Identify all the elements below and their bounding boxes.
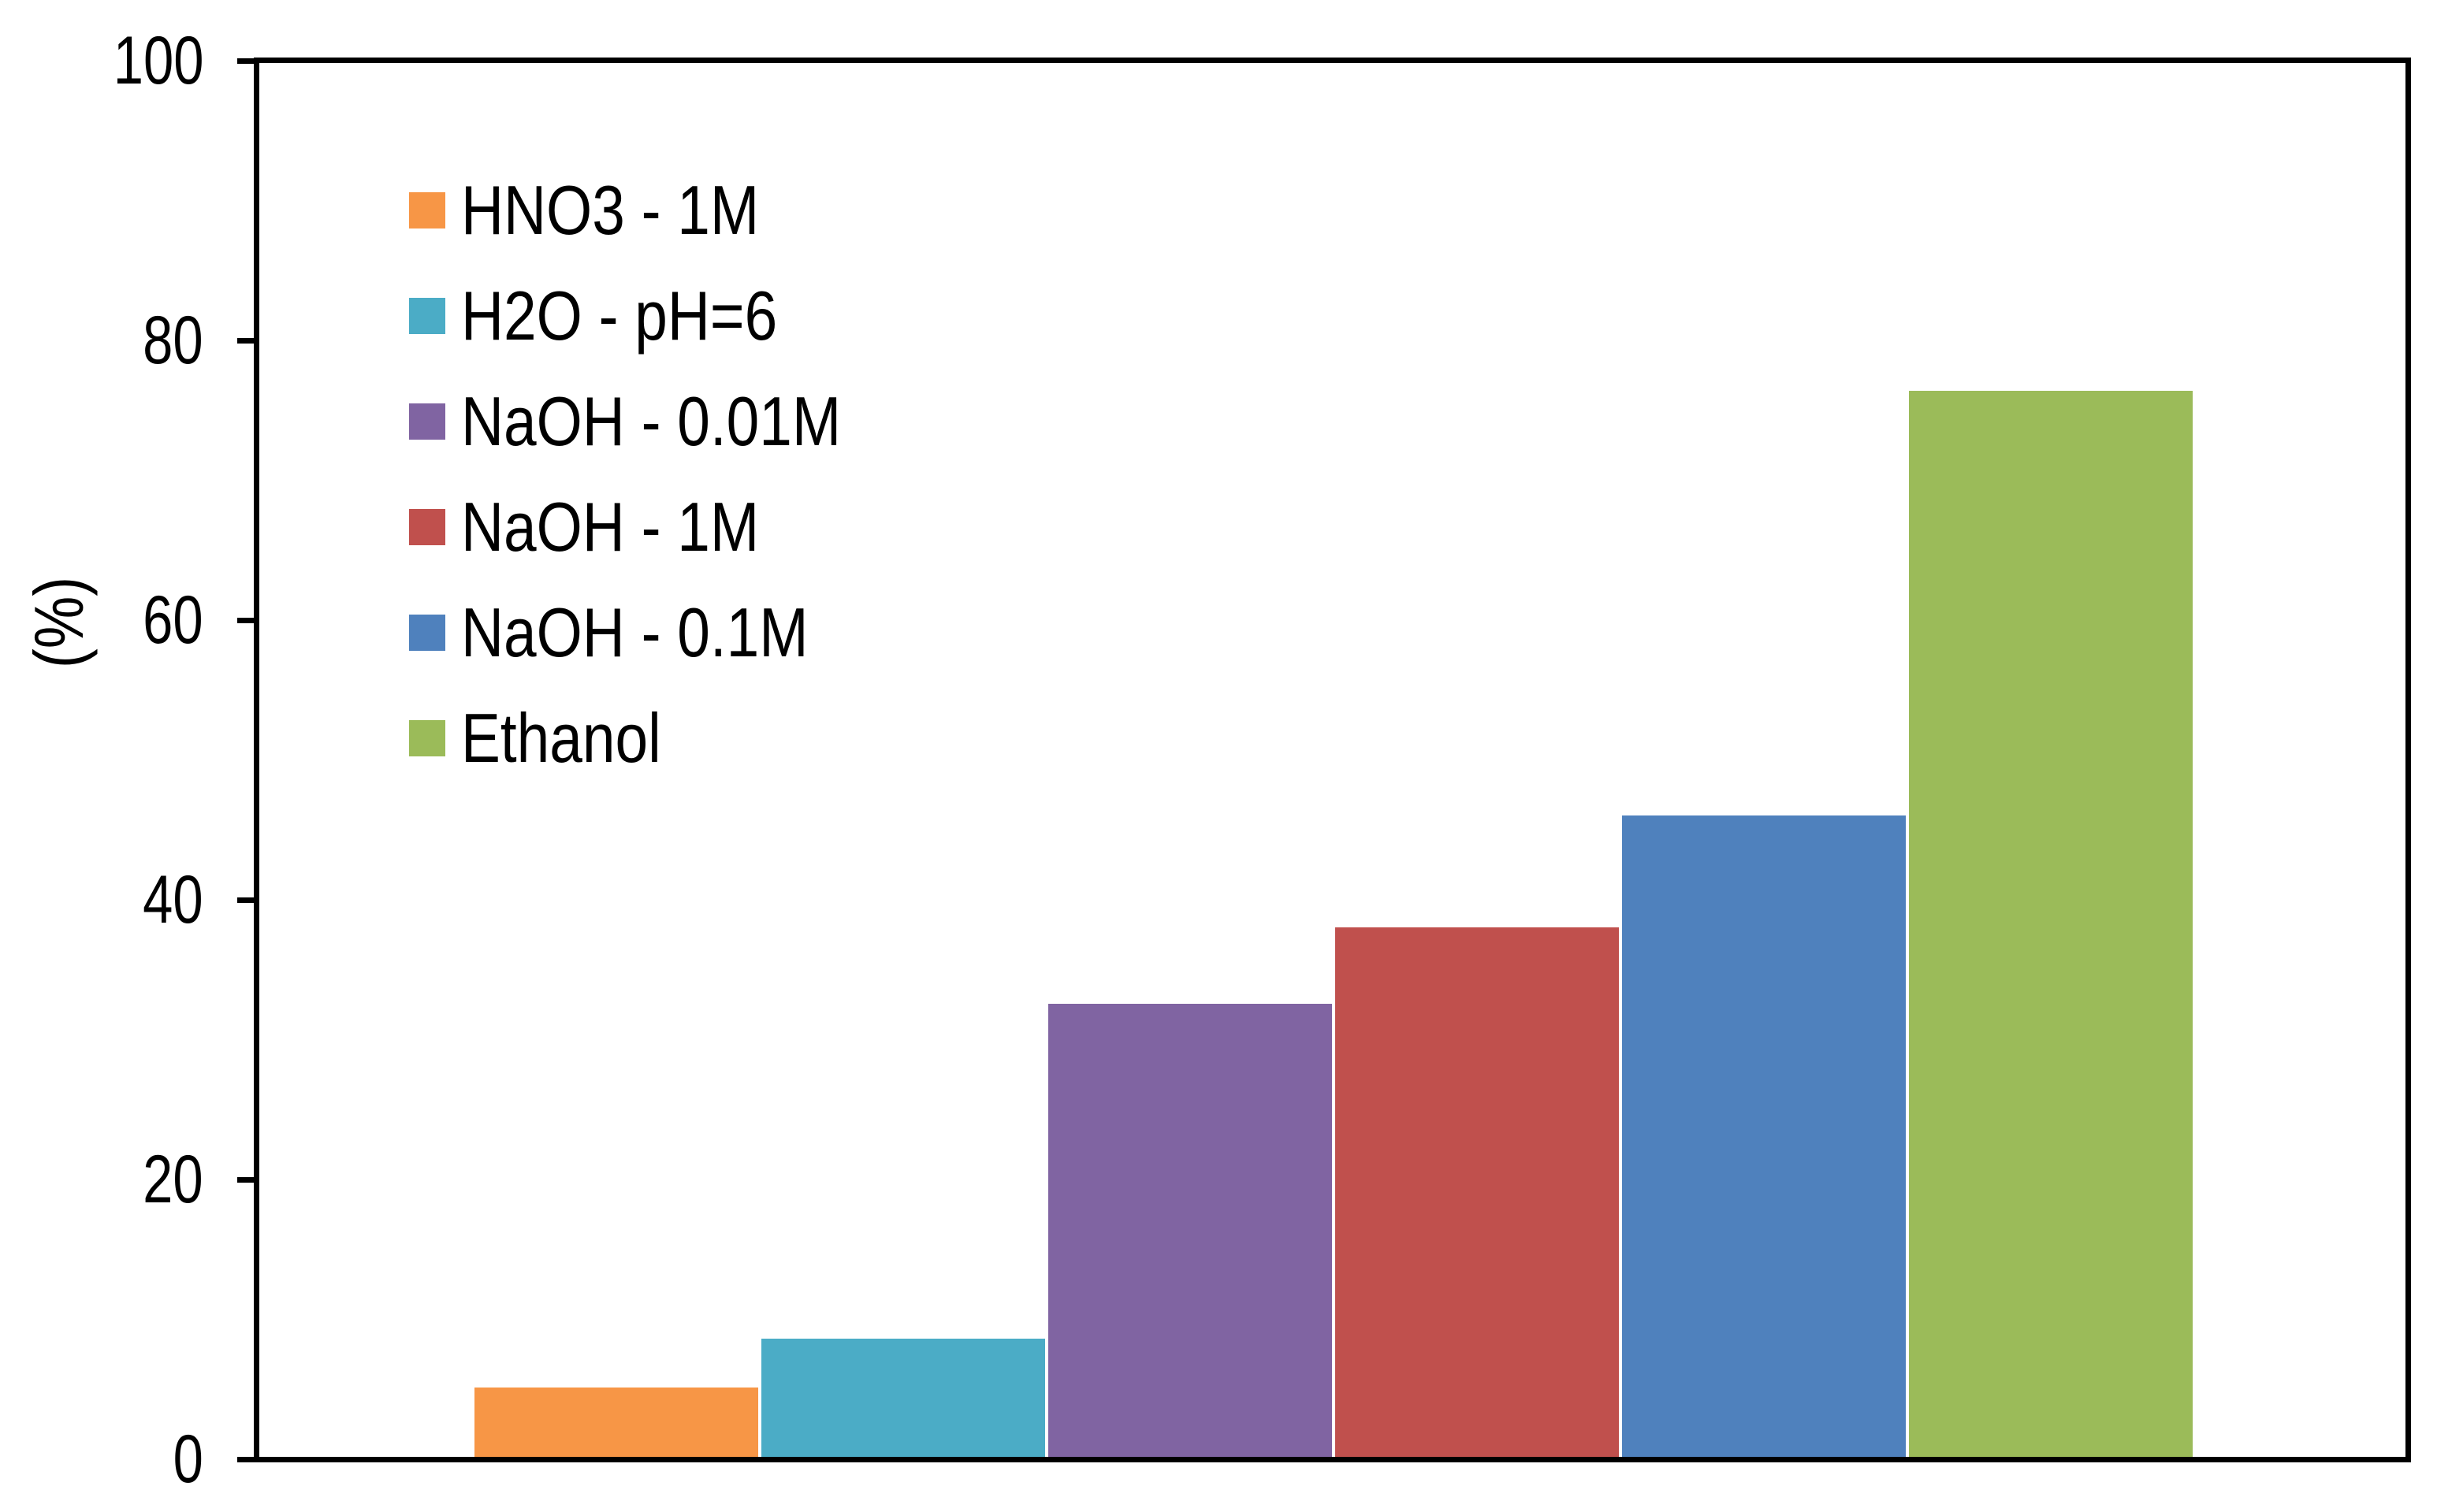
legend-swatch-naoh-0-01m bbox=[409, 403, 445, 440]
legend-item-ethanol: Ethanol bbox=[409, 700, 908, 776]
y-tick-label-100: 100 bbox=[113, 23, 203, 98]
y-tick-label-60: 60 bbox=[143, 582, 203, 658]
legend-label-hno3-1m: HNO3 - 1M bbox=[461, 170, 760, 249]
y-tick-label-20: 20 bbox=[143, 1142, 203, 1217]
y-tick-label-40: 40 bbox=[143, 862, 203, 938]
bar-h2o-ph-6 bbox=[760, 1338, 1047, 1457]
legend-swatch-hno3-1m bbox=[409, 191, 445, 228]
bar-naoh-0-01m bbox=[1047, 1004, 1334, 1457]
legend-swatch-naoh-0-1m bbox=[409, 614, 445, 651]
bar-naoh-1m bbox=[1334, 927, 1620, 1457]
plot-area bbox=[254, 58, 2411, 1462]
y-axis-title: (%) bbox=[20, 576, 98, 669]
legend-label-naoh-0-1m: NaOH - 0.1M bbox=[461, 593, 809, 671]
legend-swatch-h2o-ph-6 bbox=[409, 297, 445, 334]
legend-item-naoh-1m: NaOH - 1M bbox=[409, 489, 908, 565]
legend-label-naoh-0-01m: NaOH - 0.01M bbox=[461, 381, 842, 460]
legend-item-hno3-1m: HNO3 - 1M bbox=[409, 172, 908, 248]
bar-hno3-1m bbox=[473, 1387, 760, 1457]
bars-row bbox=[473, 63, 2194, 1457]
bar-naoh-0-1m bbox=[1620, 815, 1907, 1457]
legend-item-naoh-0-01m: NaOH - 0.01M bbox=[409, 383, 908, 459]
legend-item-h2o-ph-6: H2O - pH=6 bbox=[409, 277, 908, 354]
bar-ethanol bbox=[1907, 390, 2194, 1457]
legend-label-naoh-1m: NaOH - 1M bbox=[461, 487, 760, 566]
legend-swatch-naoh-1m bbox=[409, 508, 445, 545]
y-tick-label-80: 80 bbox=[143, 303, 203, 378]
y-tick-label-0: 0 bbox=[173, 1421, 203, 1497]
legend-label-ethanol: Ethanol bbox=[461, 698, 661, 777]
legend-label-h2o-ph-6: H2O - pH=6 bbox=[461, 276, 778, 355]
legend: HNO3 - 1M H2O - pH=6 NaOH - 0.01M NaOH - 1M… bbox=[409, 172, 908, 776]
legend-item-naoh-0-1m: NaOH - 0.1M bbox=[409, 594, 908, 671]
legend-swatch-ethanol bbox=[409, 719, 445, 756]
